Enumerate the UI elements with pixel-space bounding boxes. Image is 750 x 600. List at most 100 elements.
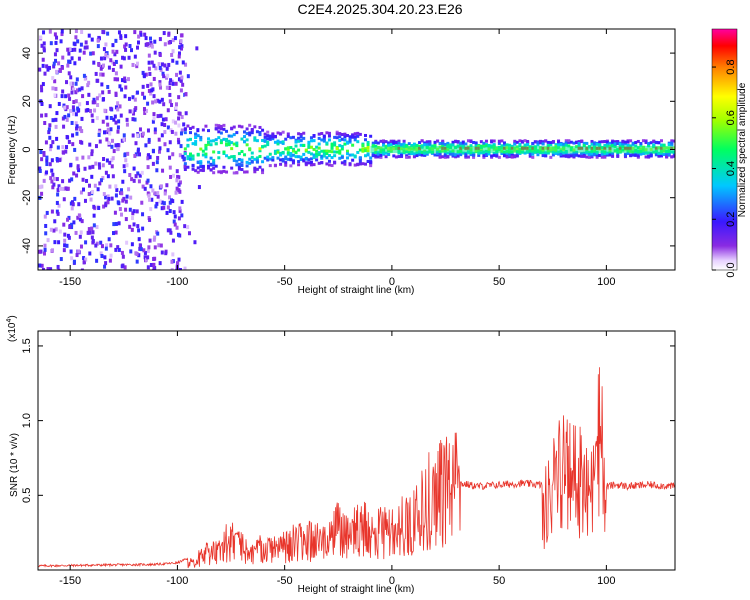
spectrogram-cell <box>446 151 450 155</box>
spectrogram-cell <box>657 141 661 145</box>
spectrogram-cell <box>168 99 172 104</box>
spectrogram-cell <box>577 142 581 146</box>
spectrogram-cell <box>567 140 571 144</box>
spectrogram-cell <box>196 152 200 156</box>
spectrogram-cell <box>104 53 108 58</box>
spectrogram-cell <box>55 35 59 40</box>
spectrogram-cell <box>317 136 321 140</box>
spectrogram-cell <box>63 232 67 237</box>
spectrogram-cell <box>120 191 124 196</box>
spectrogram-cell <box>88 142 92 147</box>
spectrogram-cell <box>564 141 568 145</box>
spectrogram-cell <box>99 72 103 77</box>
spectrogram-cell <box>108 258 112 263</box>
spectrogram-cell <box>237 165 241 169</box>
spectrogram-cell <box>531 152 535 156</box>
spectrogram-cell <box>97 130 101 135</box>
spectrogram-cell <box>60 29 64 34</box>
spectrogram-cell <box>325 149 329 153</box>
spectrogram-cell <box>472 140 476 144</box>
spectrogram-cell <box>62 186 66 191</box>
spectrogram-cell <box>647 144 651 148</box>
spectrogram-cell <box>98 93 102 98</box>
spectrogram-cell <box>62 222 66 227</box>
spectrogram-cell <box>222 169 226 173</box>
spectrogram-cell <box>222 123 226 127</box>
spectrogram-cell <box>240 158 244 162</box>
spectrogram-cell <box>93 183 97 188</box>
spectrogram-cell <box>266 134 270 138</box>
spectrogram-cell <box>141 212 145 217</box>
spectrogram-cell <box>59 39 63 44</box>
spectrogram-cell <box>65 117 69 122</box>
spectrogram-cell <box>94 144 98 149</box>
spectrogram-cell <box>166 228 170 233</box>
spectrogram-cell <box>74 112 78 117</box>
spectrogram-cell <box>297 160 301 164</box>
spectrogram-cell <box>41 57 45 62</box>
spectrogram-cell <box>130 109 134 114</box>
spectrogram-cell <box>459 153 463 157</box>
spectrogram-cell <box>81 187 85 192</box>
spectrogram-cell <box>309 160 313 164</box>
spectrogram-cell <box>183 152 187 156</box>
spectrogram-cell <box>160 122 164 127</box>
spectrogram-cell <box>130 242 134 247</box>
spectrogram-cell <box>112 231 116 236</box>
spectrogram-cell <box>235 144 239 148</box>
spectrogram-cell <box>515 154 519 158</box>
spectrogram-cell <box>497 139 501 143</box>
spectrogram-cell <box>149 41 153 46</box>
spectrogram-cell <box>44 231 48 236</box>
spectrogram-cell <box>268 157 272 161</box>
spectrogram-cell <box>55 111 59 116</box>
snr-x-tick-label: -100 <box>166 575 188 587</box>
spectrogram-cell <box>261 168 265 172</box>
spectrogram-x-axis-label: Height of straight line (km) <box>298 285 415 296</box>
spectrogram-cell <box>155 168 159 173</box>
spectrogram-cell <box>109 243 113 248</box>
spectrogram-cell <box>569 140 573 144</box>
spectrogram-cell <box>662 153 666 157</box>
spectrogram-cell <box>276 139 280 143</box>
spectrogram-cell <box>44 140 48 145</box>
spectrogram-cell <box>162 201 166 206</box>
spectrogram-cell <box>49 144 53 149</box>
spectrogram-cell <box>271 156 275 160</box>
spectrogram-cell <box>665 151 669 155</box>
spectrogram-cell <box>343 138 347 142</box>
spectrogram-cell <box>114 247 118 252</box>
spectrogram-cell <box>605 153 609 157</box>
spectrogram-cell <box>361 147 365 151</box>
spectrogram-cell <box>74 230 78 235</box>
spectrogram-cell <box>199 135 203 139</box>
spectrogram-cell <box>105 158 109 163</box>
spectrogram-cell <box>225 154 229 158</box>
spectrogram-cell <box>128 207 132 212</box>
spectrogram-cell <box>420 139 424 143</box>
spectrogram-cell <box>120 250 124 255</box>
spectrogram-cell <box>286 157 290 161</box>
spectrogram-cell <box>636 139 640 143</box>
spectrogram-cell <box>169 230 173 235</box>
spectrogram-cell <box>88 251 92 256</box>
spectrogram-cell <box>165 85 169 90</box>
spectrogram-cell <box>338 149 342 153</box>
spectrogram-cell <box>343 159 347 163</box>
spectrogram-cell <box>302 131 306 135</box>
spectrogram-cell <box>291 147 295 151</box>
spectrogram-cell <box>177 140 181 145</box>
spectrogram-cell <box>307 145 311 149</box>
spectrogram-cell <box>122 137 126 142</box>
spectrogram-cell <box>271 158 275 162</box>
spectrogram-cell <box>69 81 73 86</box>
spectrogram-cell <box>425 142 429 146</box>
spectrogram-cell <box>151 119 155 124</box>
spectrogram-cell <box>309 152 313 156</box>
spectrogram-cell <box>418 152 422 156</box>
spectrogram-cell <box>195 46 199 51</box>
spectrogram-cell <box>225 138 229 142</box>
spectrogram-cell <box>81 177 85 182</box>
spectrogram-cell <box>137 253 141 258</box>
spectrogram-cell <box>162 31 166 36</box>
